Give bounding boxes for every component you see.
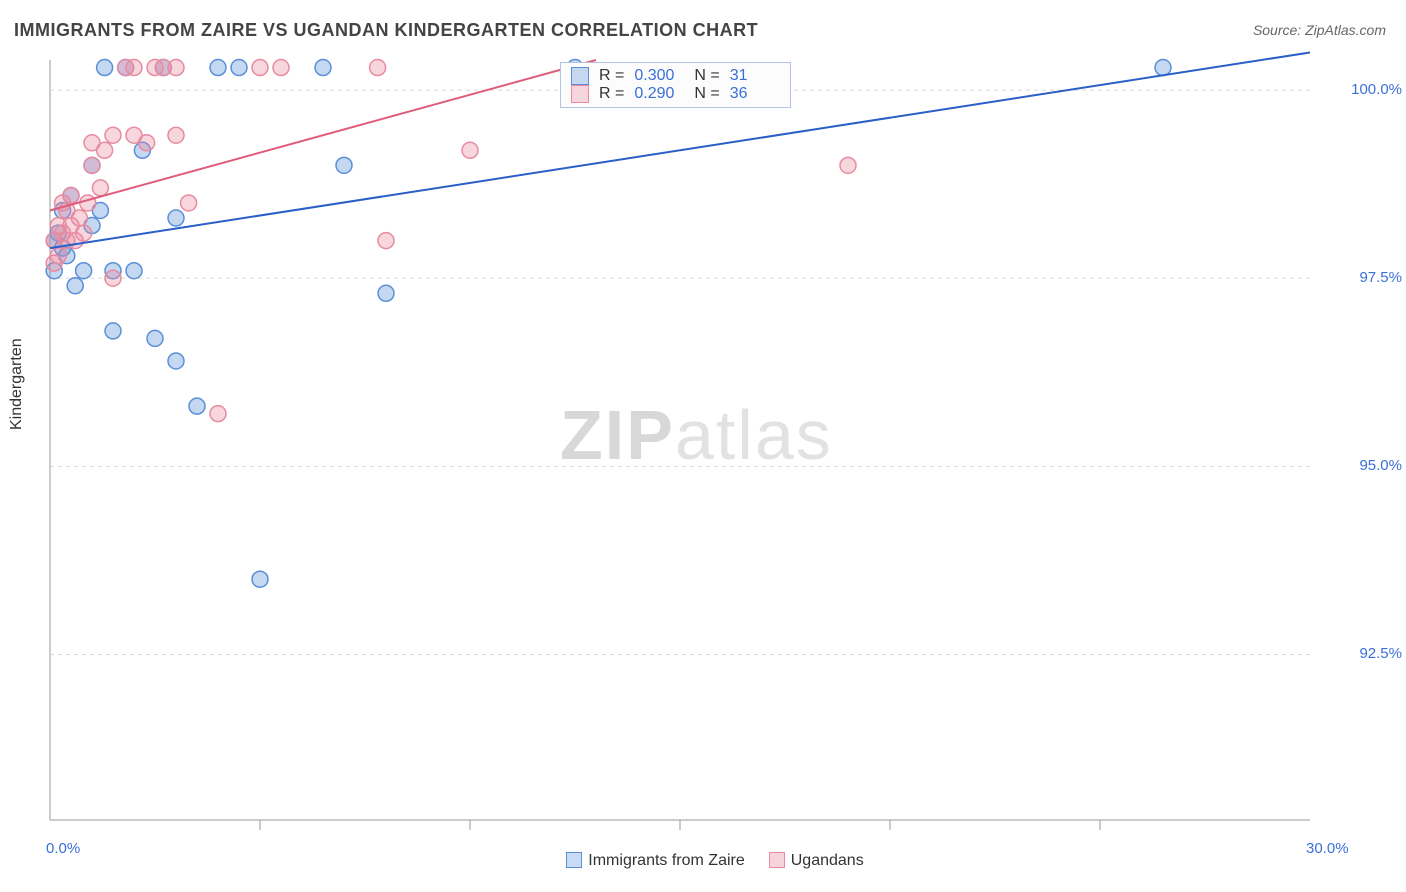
stat-label-n: N = [694, 85, 719, 103]
data-point [840, 157, 856, 173]
data-point [168, 353, 184, 369]
data-point [97, 142, 113, 158]
data-point [315, 60, 331, 76]
data-point [92, 180, 108, 196]
data-point [76, 263, 92, 279]
scatter-chart [0, 0, 1406, 892]
data-point [147, 330, 163, 346]
data-point [105, 270, 121, 286]
stat-label-r: R = [599, 85, 624, 103]
data-point [273, 60, 289, 76]
data-point [181, 195, 197, 211]
data-point [378, 233, 394, 249]
x-tick-label: 30.0% [1306, 840, 1349, 857]
data-point [50, 248, 66, 264]
data-point [126, 60, 142, 76]
y-tick-label: 92.5% [1322, 645, 1402, 662]
data-point [80, 195, 96, 211]
legend-bottom: Immigrants from Zaire Ugandans [0, 852, 1406, 870]
stat-label-r: R = [599, 67, 624, 85]
stat-value-n: 36 [730, 85, 780, 103]
data-point [252, 60, 268, 76]
y-tick-label: 95.0% [1322, 457, 1402, 474]
data-point [252, 571, 268, 587]
data-point [84, 157, 100, 173]
stat-value-r: 0.290 [634, 85, 684, 103]
stat-label-n: N = [694, 67, 719, 85]
stat-value-r: 0.300 [634, 67, 684, 85]
data-point [231, 60, 247, 76]
x-tick-label: 0.0% [46, 840, 80, 857]
y-tick-label: 97.5% [1322, 269, 1402, 286]
data-point [378, 285, 394, 301]
data-point [71, 210, 87, 226]
data-point [97, 60, 113, 76]
correlation-stats-box: R = 0.300 N = 31 R = 0.290 N = 36 [560, 62, 791, 108]
data-point [126, 263, 142, 279]
legend-label: Ugandans [791, 852, 864, 869]
data-point [189, 398, 205, 414]
y-tick-label: 100.0% [1322, 81, 1402, 98]
data-point [168, 127, 184, 143]
stat-value-n: 31 [730, 67, 780, 85]
data-point [370, 60, 386, 76]
data-point [105, 127, 121, 143]
data-point [168, 210, 184, 226]
data-point [336, 157, 352, 173]
data-point [168, 60, 184, 76]
legend-label: Immigrants from Zaire [588, 852, 744, 869]
data-point [1155, 60, 1171, 76]
data-point [210, 406, 226, 422]
legend-swatch [566, 852, 582, 868]
data-point [67, 278, 83, 294]
stat-row: R = 0.290 N = 36 [571, 85, 780, 103]
series-swatch [571, 85, 589, 103]
data-point [63, 187, 79, 203]
data-point [139, 135, 155, 151]
data-point [76, 225, 92, 241]
legend-swatch [769, 852, 785, 868]
series-swatch [571, 67, 589, 85]
data-point [462, 142, 478, 158]
data-point [105, 323, 121, 339]
stat-row: R = 0.300 N = 31 [571, 67, 780, 85]
data-point [210, 60, 226, 76]
